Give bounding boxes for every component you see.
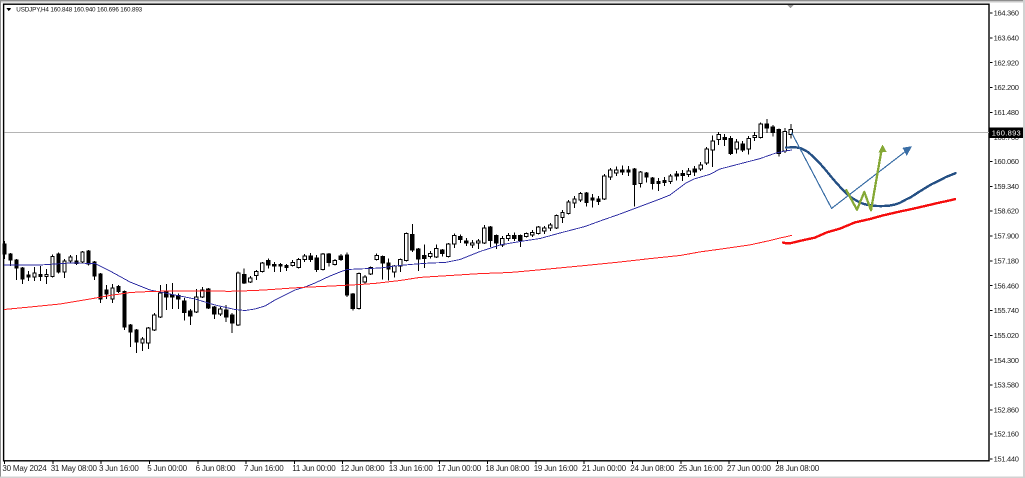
- svg-text:152.860: 152.860: [994, 406, 1019, 415]
- svg-text:24 Jun 08:00: 24 Jun 08:00: [630, 464, 675, 473]
- svg-text:162.200: 162.200: [994, 83, 1019, 92]
- svg-text:11 Jun 00:00: 11 Jun 00:00: [292, 464, 336, 473]
- svg-text:161.480: 161.480: [994, 108, 1019, 117]
- svg-text:13 Jun 16:00: 13 Jun 16:00: [389, 464, 434, 473]
- svg-text:151.440: 151.440: [994, 454, 1019, 463]
- svg-text:6 Jun 08:00: 6 Jun 08:00: [196, 464, 236, 473]
- svg-text:157.180: 157.180: [994, 256, 1019, 265]
- svg-text:156.460: 156.460: [994, 281, 1019, 290]
- svg-text:153.580: 153.580: [994, 381, 1019, 390]
- svg-text:159.340: 159.340: [994, 182, 1019, 191]
- svg-text:160.893: 160.893: [992, 128, 1021, 137]
- svg-text:157.900: 157.900: [994, 232, 1019, 241]
- svg-text:155.740: 155.740: [994, 306, 1019, 315]
- svg-text:5 Jun 00:00: 5 Jun 00:00: [147, 464, 187, 473]
- svg-text:158.620: 158.620: [994, 207, 1019, 216]
- svg-text:31 May 08:00: 31 May 08:00: [51, 464, 98, 473]
- svg-text:18 Jun 08:00: 18 Jun 08:00: [485, 464, 530, 473]
- svg-text:3 Jun 16:00: 3 Jun 16:00: [99, 464, 139, 473]
- svg-text:162.920: 162.920: [994, 58, 1019, 67]
- svg-text:USDJPY,H4 160.848 160.940 160: USDJPY,H4 160.848 160.940 160.696 160.89…: [16, 7, 142, 14]
- svg-text:163.640: 163.640: [994, 33, 1019, 42]
- svg-text:164.360: 164.360: [994, 9, 1019, 18]
- svg-text:17 Jun 00:00: 17 Jun 00:00: [437, 464, 482, 473]
- svg-text:21 Jun 00:00: 21 Jun 00:00: [582, 464, 627, 473]
- svg-text:27 Jun 00:00: 27 Jun 00:00: [727, 464, 772, 473]
- svg-text:28 Jun 08:00: 28 Jun 08:00: [775, 464, 820, 473]
- svg-text:25 Jun 16:00: 25 Jun 16:00: [679, 464, 724, 473]
- svg-text:160.060: 160.060: [994, 157, 1019, 166]
- svg-text:19 Jun 16:00: 19 Jun 16:00: [534, 464, 579, 473]
- svg-text:154.300: 154.300: [994, 356, 1019, 365]
- svg-text:12 Jun 08:00: 12 Jun 08:00: [341, 464, 386, 473]
- svg-text:30 May 2024: 30 May 2024: [2, 464, 47, 473]
- svg-text:155.020: 155.020: [994, 331, 1019, 340]
- svg-text:152.160: 152.160: [994, 430, 1019, 439]
- svg-text:7 Jun 16:00: 7 Jun 16:00: [244, 464, 284, 473]
